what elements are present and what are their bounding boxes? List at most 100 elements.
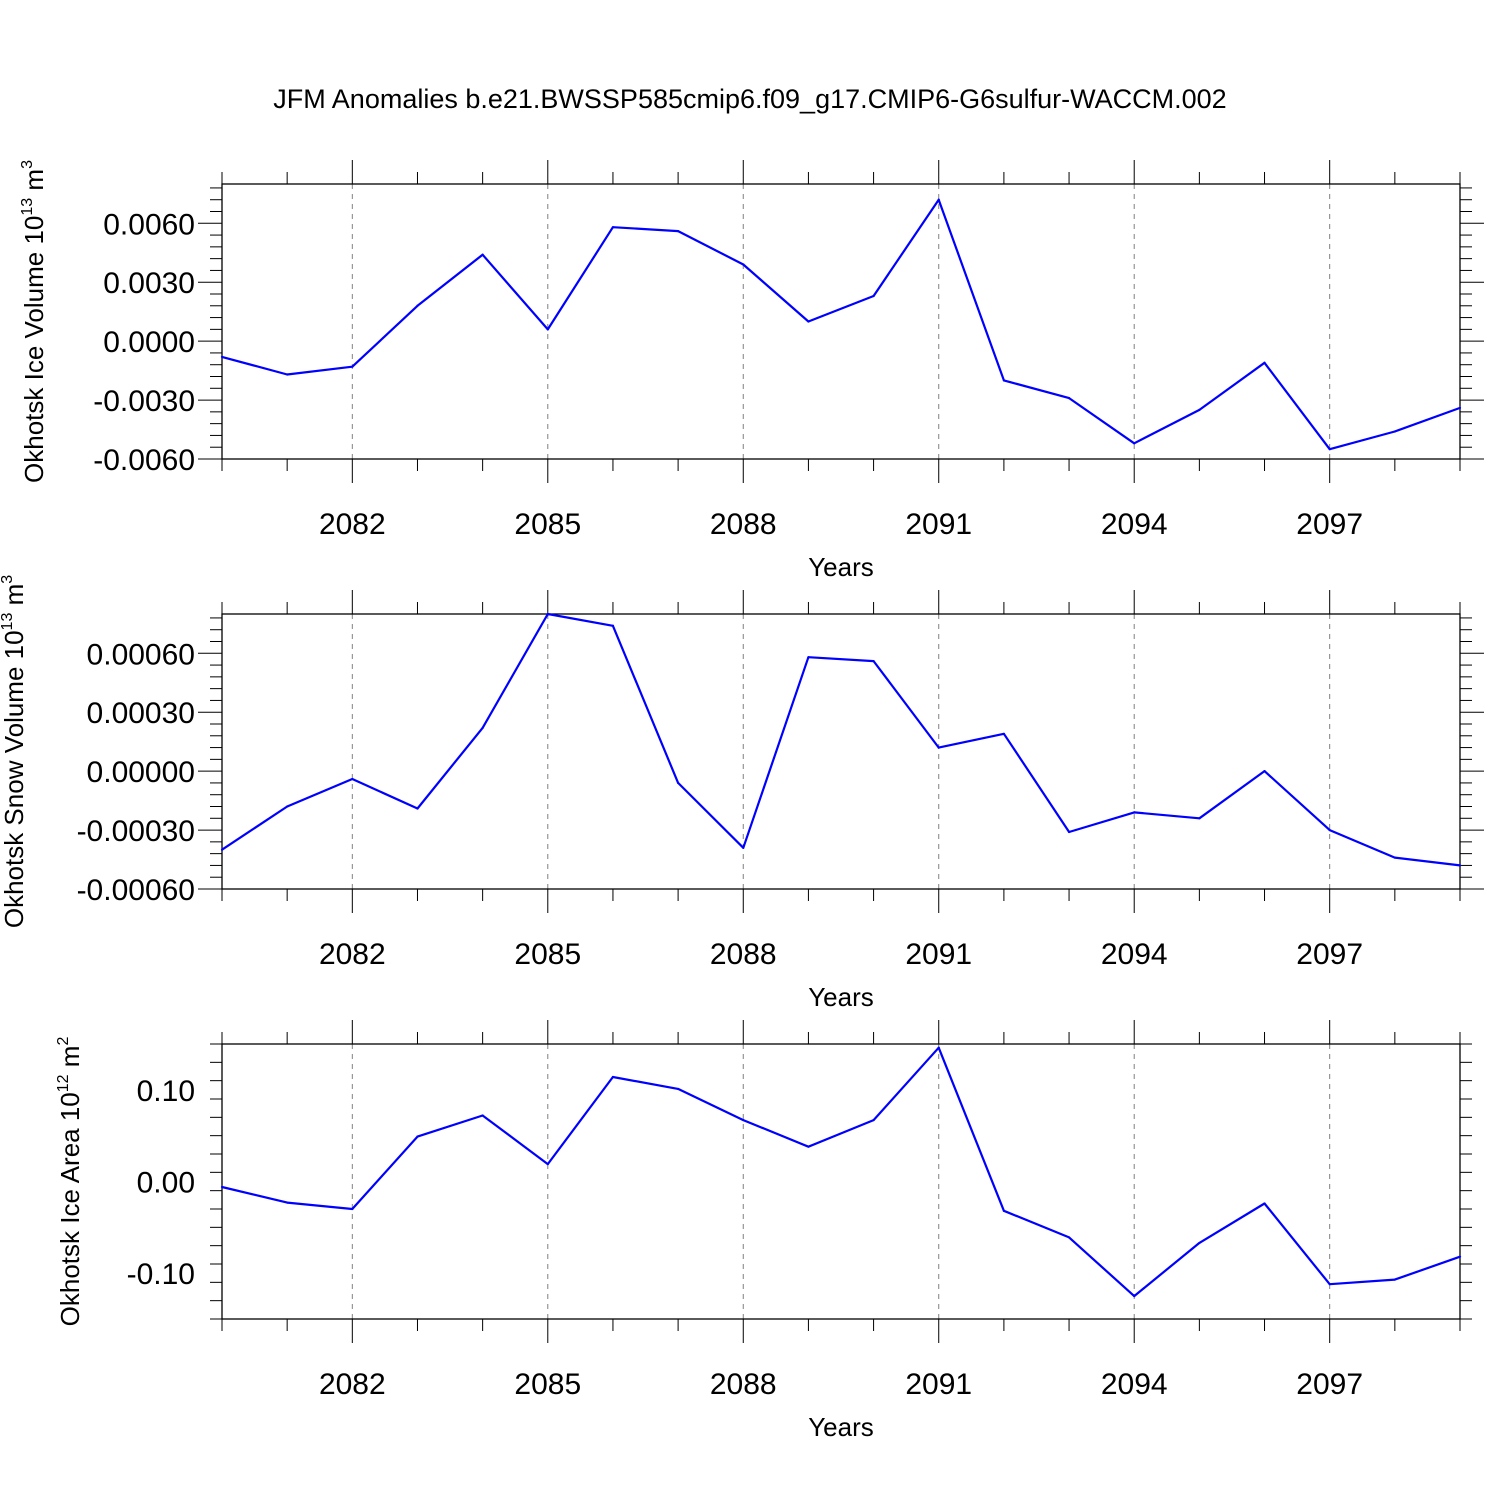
data-point xyxy=(1002,379,1005,382)
data-point xyxy=(286,1201,289,1204)
x-tick-label: 2094 xyxy=(1101,508,1168,541)
data-point xyxy=(1067,830,1071,834)
data-point xyxy=(1458,1255,1462,1258)
y-tick-label: 0.00030 xyxy=(87,697,195,730)
x-tick-label: 2094 xyxy=(1101,938,1168,971)
data-point xyxy=(1133,811,1136,814)
data-point xyxy=(220,1185,224,1189)
data-point xyxy=(742,1118,745,1122)
x-tick-label: 2097 xyxy=(1296,1368,1363,1401)
y-tick-label: 0.0060 xyxy=(103,208,195,241)
y-tick-label: 0.0030 xyxy=(103,267,195,300)
data-point xyxy=(937,746,940,749)
data-point xyxy=(611,624,615,627)
data-point xyxy=(742,846,745,849)
data-point xyxy=(807,320,810,323)
x-axis-label: Years xyxy=(808,552,874,582)
data-point xyxy=(1393,1278,1396,1281)
data-point xyxy=(1328,448,1331,451)
data-point xyxy=(1133,1294,1136,1298)
data-point xyxy=(1458,406,1462,410)
data-point xyxy=(1393,430,1396,433)
y-tick-label: 0.00060 xyxy=(87,638,195,671)
plot-frame xyxy=(221,183,1461,460)
data-point xyxy=(1198,408,1201,411)
x-axis-label: Years xyxy=(808,1412,874,1442)
data-point xyxy=(1002,732,1005,735)
data-point xyxy=(611,1075,615,1079)
series-line-snow-volume xyxy=(221,612,1461,867)
chart-snow-volume: 2082 2085 2088 2091 2094 2097 -0.00060 -0.00030… xyxy=(0,575,1484,1012)
data-point xyxy=(1263,361,1266,364)
data-point xyxy=(1263,1202,1266,1205)
data-point xyxy=(1198,817,1201,820)
y-tick-label: 0.10 xyxy=(137,1075,195,1108)
data-point xyxy=(416,304,419,307)
data-point xyxy=(416,1135,419,1138)
data-point xyxy=(220,848,224,851)
y-tick-label: 0.00 xyxy=(137,1167,195,1200)
data-point xyxy=(1263,770,1266,773)
data-point xyxy=(481,1114,484,1117)
x-axis-label: Years xyxy=(808,982,874,1012)
chart-panels: 2082 2085 2088 2091 2094 2097 -0.0060 -0.0030 0.… xyxy=(0,160,1484,1442)
figure-title: JFM Anomalies b.e21.BWSSP585cmip6.f09_g1… xyxy=(273,84,1226,114)
y-tick-label: 0.00000 xyxy=(87,756,195,789)
data-point xyxy=(1328,828,1331,832)
y-axis-label: Okhotsk Snow Volume 1013 m3 xyxy=(0,575,29,928)
y-tick-label: -0.0060 xyxy=(93,444,195,477)
data-point xyxy=(1198,1241,1201,1245)
series-line-ice-volume xyxy=(221,198,1461,451)
data-point xyxy=(351,1207,354,1211)
data-point xyxy=(1067,397,1071,400)
data-point xyxy=(872,660,875,663)
data-point xyxy=(546,612,549,616)
plot-frame xyxy=(221,1043,1461,1320)
data-point xyxy=(481,726,484,730)
data-point xyxy=(1133,442,1136,445)
data-point xyxy=(1393,856,1396,859)
x-tick-label: 2085 xyxy=(514,1368,581,1401)
series-line-ice-area xyxy=(221,1046,1461,1298)
x-tick-label: 2088 xyxy=(710,508,777,541)
y-tick-label: -0.0030 xyxy=(93,385,195,418)
data-point xyxy=(1067,1236,1071,1239)
x-tick-label: 2094 xyxy=(1101,1368,1168,1401)
data-point xyxy=(677,781,680,785)
x-tick-label: 2088 xyxy=(710,1368,777,1401)
y-tick-label: 0.0000 xyxy=(103,326,195,359)
data-point xyxy=(546,1162,549,1166)
x-tick-label: 2091 xyxy=(905,938,972,971)
data-point xyxy=(611,226,615,229)
data-point xyxy=(546,328,549,331)
data-point xyxy=(1328,1283,1331,1286)
x-tick-label: 2082 xyxy=(319,938,386,971)
x-tick-label: 2097 xyxy=(1296,508,1363,541)
plot-frame xyxy=(221,613,1461,890)
data-point xyxy=(872,294,875,298)
data-point xyxy=(937,198,940,201)
y-tick-label: -0.00030 xyxy=(77,815,195,848)
data-point xyxy=(286,805,289,808)
data-point xyxy=(807,1145,810,1148)
x-tick-label: 2088 xyxy=(710,938,777,971)
x-tick-label: 2097 xyxy=(1296,938,1363,971)
y-tick-label: -0.10 xyxy=(127,1258,195,1291)
data-point xyxy=(807,656,810,659)
data-point xyxy=(351,365,354,368)
x-tick-label: 2085 xyxy=(514,938,581,971)
data-point xyxy=(416,807,419,810)
data-point xyxy=(677,1087,680,1091)
chart-ice-area: 2082 2085 2088 2091 2094 2097 -0.10 0.00 0.10 Yea… xyxy=(55,1020,1472,1442)
data-point xyxy=(481,253,484,256)
x-tick-label: 2085 xyxy=(514,508,581,541)
data-point xyxy=(351,777,354,781)
data-point xyxy=(1002,1209,1005,1212)
y-axis-label: Okhotsk Ice Volume 1013 m3 xyxy=(19,160,49,483)
data-point xyxy=(937,1046,940,1049)
data-point xyxy=(677,230,680,233)
y-tick-label: -0.00060 xyxy=(77,874,195,907)
x-tick-label: 2082 xyxy=(319,1368,386,1401)
x-tick-label: 2091 xyxy=(905,508,972,541)
